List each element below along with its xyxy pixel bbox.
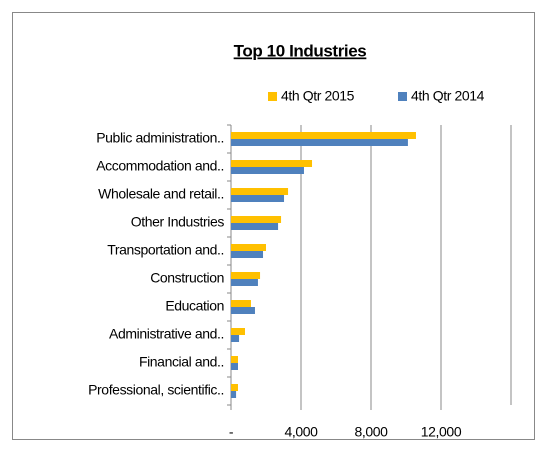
- legend-swatch: [268, 92, 277, 101]
- y-tick-label: Other Industries: [131, 214, 225, 230]
- x-tick-label: -: [229, 424, 234, 440]
- bar: [231, 223, 279, 230]
- legend-swatch: [398, 92, 407, 101]
- y-tick-label: Financial and..: [139, 354, 224, 370]
- bar: [231, 328, 245, 335]
- bar: [231, 391, 237, 398]
- bar: [231, 188, 289, 195]
- chart-title: Top 10 Industries: [234, 41, 367, 60]
- bar: [231, 160, 313, 167]
- bar: [231, 132, 416, 139]
- bar: [231, 216, 282, 223]
- legend-label: 4th Qtr 2015: [281, 88, 355, 104]
- bar: [231, 251, 264, 258]
- y-tick-label: Public administration..: [96, 130, 224, 146]
- y-tick-label: Professional, scientific..: [88, 382, 224, 398]
- bar: [231, 272, 261, 279]
- y-tick-label: Wholesale and retail..: [98, 186, 224, 202]
- bar: [231, 300, 251, 307]
- bar: [231, 139, 408, 146]
- bar: [231, 307, 255, 314]
- y-tick-label: Education: [165, 298, 224, 314]
- y-tick-label: Construction: [150, 270, 224, 286]
- x-tick-label: 4,000: [284, 424, 318, 440]
- y-tick-label: Accommodation and..: [96, 158, 224, 174]
- bar: [231, 363, 238, 370]
- y-tick-label: Transportation and..: [107, 242, 224, 258]
- bar: [231, 244, 266, 251]
- bar: [231, 195, 285, 202]
- x-tick-label: 8,000: [354, 424, 388, 440]
- bar: [231, 356, 238, 363]
- y-tick-label: Administrative and..: [109, 326, 224, 342]
- legend-label: 4th Qtr 2014: [411, 88, 485, 104]
- bar: [231, 335, 240, 342]
- x-tick-label: 12,000: [421, 424, 462, 440]
- bar: [231, 279, 258, 286]
- bar: [231, 167, 304, 174]
- bar: [231, 384, 238, 391]
